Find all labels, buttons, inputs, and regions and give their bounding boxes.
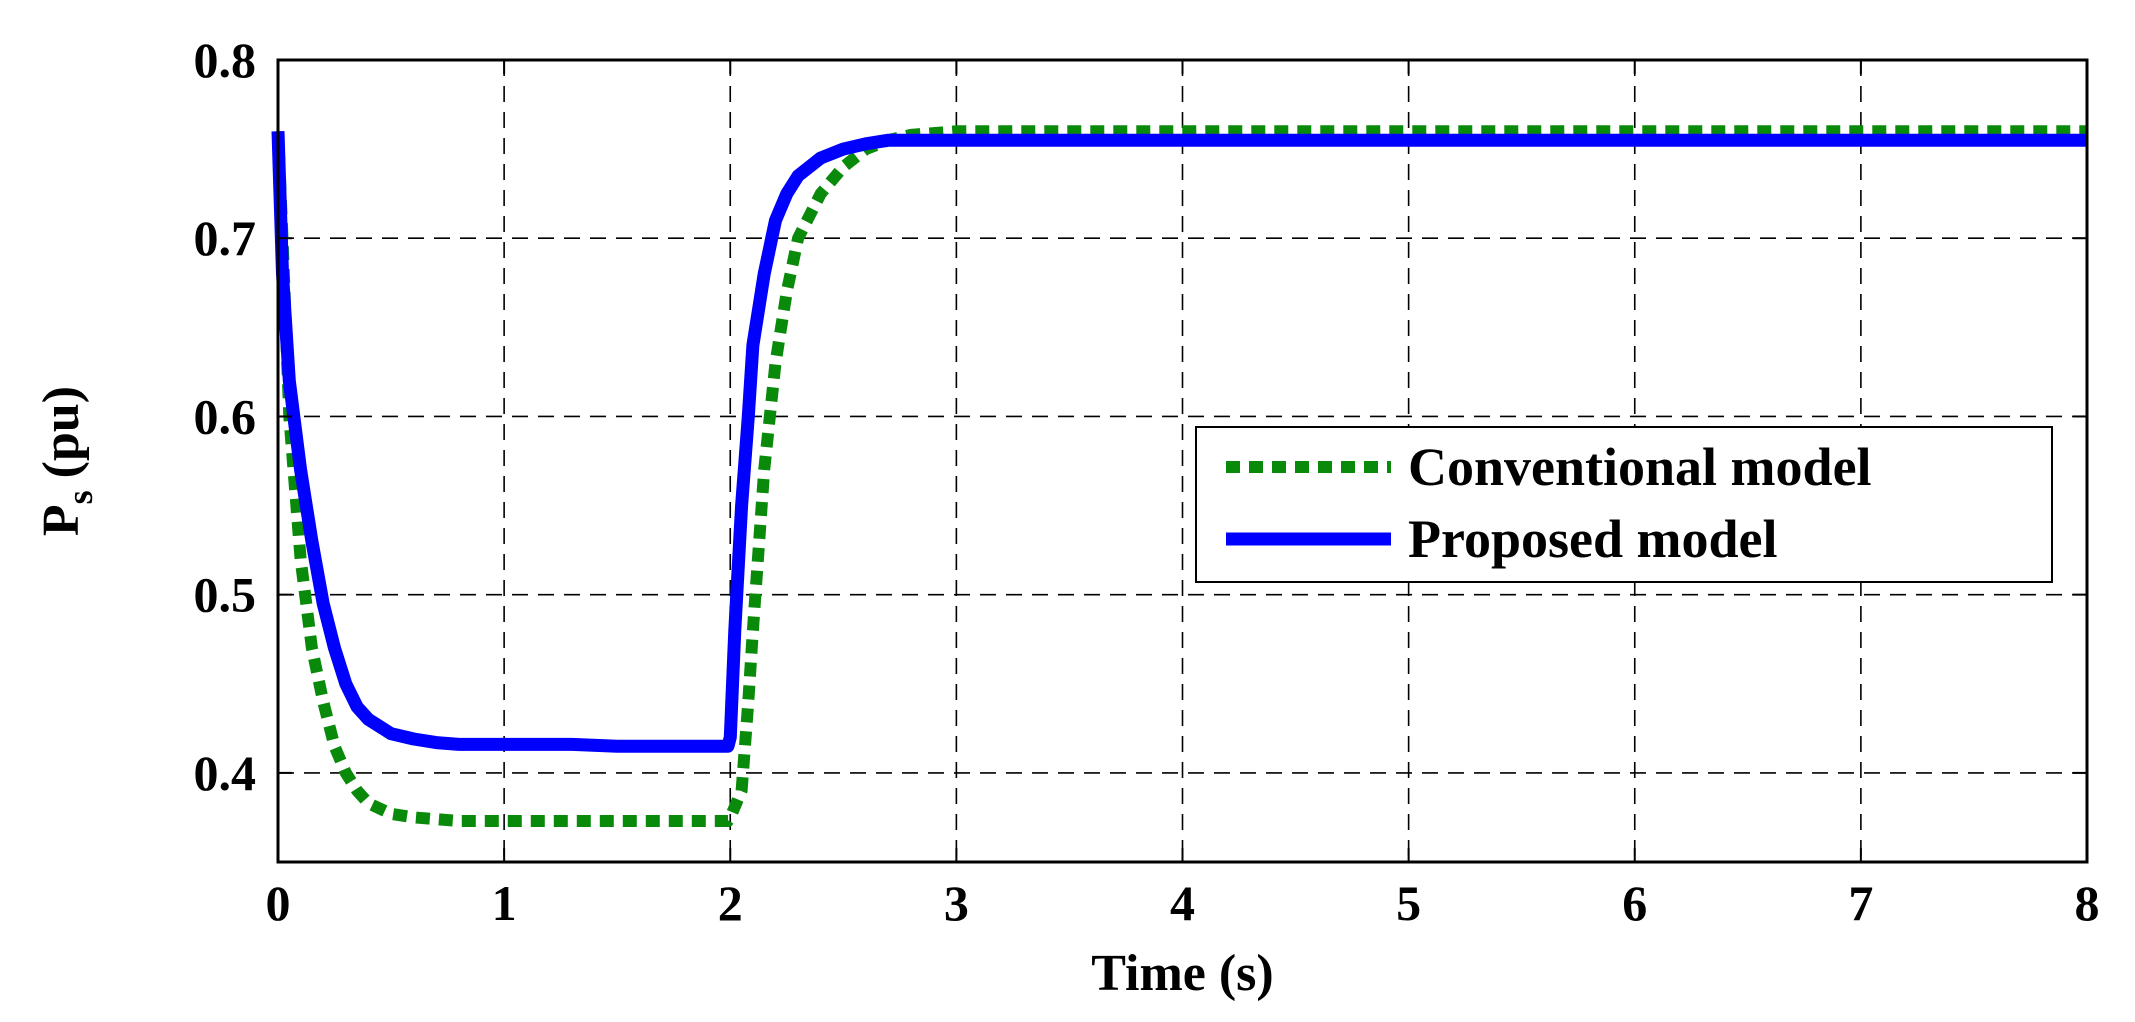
x-tick-label: 4 bbox=[1170, 875, 1195, 931]
x-axis-label: Time (s) bbox=[1091, 945, 1273, 1002]
x-tick-label: 5 bbox=[1396, 875, 1421, 931]
y-axis-label: Ps (pu) bbox=[33, 386, 100, 536]
series-layer bbox=[271, 125, 2087, 827]
legend-label-proposed: Proposed model bbox=[1408, 509, 1778, 569]
ticks bbox=[277, 59, 2088, 862]
legend-label-conventional: Conventional model bbox=[1408, 437, 1872, 497]
y-tick-label: 0.5 bbox=[194, 567, 257, 623]
tick-labels: 0 1 2 3 4 5 6 7 8 0.4 0.5 0.6 0.7 0.8 bbox=[194, 32, 2100, 931]
y-tick-label: 0.7 bbox=[194, 210, 257, 266]
legend: Conventional model Proposed model bbox=[1195, 426, 2053, 583]
x-tick-label: 2 bbox=[718, 875, 743, 931]
y-tick-label: 0.8 bbox=[194, 32, 257, 88]
y-axis-label-sub: s bbox=[60, 490, 100, 504]
y-tick-label: 0.4 bbox=[194, 745, 257, 801]
series-line-proposed bbox=[271, 131, 2087, 753]
y-axis-label-main: P bbox=[33, 504, 90, 536]
x-tick-label: 7 bbox=[1848, 875, 1873, 931]
x-tick-label: 8 bbox=[2075, 875, 2100, 931]
x-tick-label: 0 bbox=[266, 875, 291, 931]
x-tick-label: 1 bbox=[492, 875, 517, 931]
y-tick-label: 0.6 bbox=[194, 388, 257, 444]
y-axis-label-unit: (pu) bbox=[33, 386, 90, 478]
legend-box bbox=[1195, 426, 2053, 583]
x-tick-label: 3 bbox=[944, 875, 969, 931]
x-tick-label: 6 bbox=[1622, 875, 1647, 931]
